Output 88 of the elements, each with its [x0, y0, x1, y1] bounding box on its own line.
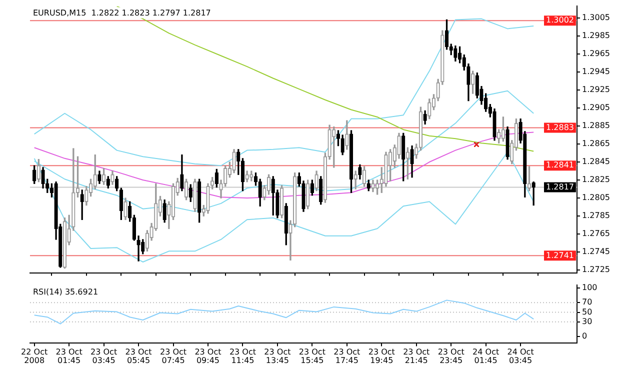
y-tick-label: 0: [582, 332, 588, 341]
candlestick: [371, 180, 375, 192]
ref-line-label: 1.2741: [546, 250, 574, 260]
y-tick-label: 1.2845: [582, 157, 610, 166]
x-tick-label: 24 Oct 01:45: [472, 347, 500, 365]
candlestick: [210, 177, 214, 190]
candlestick: [458, 46, 462, 64]
candlestick: [32, 165, 36, 184]
candlestick: [110, 170, 114, 185]
x-tick-label: 23 Oct 17:45: [334, 347, 360, 365]
y-tick-label: 50: [582, 307, 592, 316]
candlestick: [484, 93, 488, 112]
candlestick: [418, 106, 423, 151]
x-tick-label: 23 Oct 21:45: [403, 347, 430, 365]
chart-title: RSI(14) 35.6921: [33, 287, 98, 296]
x-tick-label: 24 Oct 03:45: [507, 347, 534, 365]
candlestick: [506, 126, 510, 160]
x-tick-label: 23 Oct 09:45: [194, 347, 222, 365]
candlestick: [340, 134, 344, 156]
candlestick: [384, 152, 388, 187]
y-tick-label: 1.2945: [582, 67, 610, 76]
y-tick-label: 1.2885: [582, 121, 610, 130]
y-tick-label: 30: [582, 317, 592, 326]
candlestick: [206, 183, 210, 214]
candlestick: [444, 19, 449, 50]
candlestick: [454, 46, 458, 62]
y-tick-label: 1.2865: [582, 139, 610, 148]
y-tick-label: 70: [582, 298, 592, 307]
ref-line-label: 1.2841: [546, 160, 574, 170]
y-tick-label: 1.2985: [582, 31, 610, 40]
ref-line-label: 1.3002: [546, 16, 574, 25]
y-tick-label: 1.2825: [582, 175, 610, 184]
candlestick: [80, 190, 84, 220]
candlestick: [119, 188, 123, 220]
candlestick: [440, 30, 444, 85]
y-tick-label: 1.2805: [582, 193, 610, 202]
chart-title: EURUSD,M15 1.2822 1.2823 1.2797 1.2817: [33, 8, 211, 18]
x-tick-label: 23 Oct 03:45: [90, 347, 118, 365]
candlestick: [184, 178, 188, 200]
candlestick: [492, 108, 496, 141]
candlestick: [197, 178, 202, 223]
candlestick: [497, 129, 501, 144]
candlestick: [358, 164, 362, 180]
y-tick-label: 1.2925: [582, 85, 610, 94]
y-tick-label: 1.3005: [582, 12, 610, 22]
candlestick: [302, 180, 306, 212]
candlestick: [470, 70, 475, 94]
candlestick: [423, 110, 427, 125]
x-tick-label: 23 Oct 23:45: [438, 347, 464, 365]
x-tick-label: 23 Oct 19:45: [368, 347, 395, 365]
candlestick: [193, 178, 197, 212]
x-tick-label: 23 Oct 01:45: [56, 347, 82, 365]
y-tick-label: 100: [582, 283, 598, 292]
candlestick: [106, 176, 110, 188]
y-tick-label: 1.2905: [582, 103, 610, 112]
x-tick-label: 22 Oct 2008: [21, 347, 48, 365]
x-tick-label: 23 Oct 07:45: [160, 347, 187, 365]
candlestick: [84, 186, 88, 206]
candlestick: [162, 200, 166, 223]
candlestick: [397, 132, 401, 159]
ref-line-label: 1.2883: [546, 122, 574, 132]
y-tick-label: 1.2765: [582, 229, 610, 238]
candlestick: [62, 218, 67, 269]
y-tick-label: 1.2785: [582, 211, 610, 220]
candlestick: [402, 132, 406, 182]
candlestick: [214, 168, 219, 188]
candlestick: [349, 130, 354, 193]
candlestick: [224, 165, 228, 187]
candlestick: [428, 98, 432, 120]
candlestick: [98, 170, 102, 184]
ref-line-label: 1.2817: [546, 182, 574, 192]
x-tick-label: 23 Oct 11:45: [229, 347, 256, 365]
candlestick: [232, 149, 236, 174]
x-tick-label: 23 Oct 13:45: [264, 347, 291, 365]
y-tick-label: 1.2745: [582, 247, 610, 256]
x-tick-label: 23 Oct 15:45: [298, 347, 326, 365]
candlestick: [410, 145, 414, 178]
candlestick: [475, 72, 479, 98]
candlestick: [314, 170, 318, 192]
candlestick: [466, 64, 470, 102]
candlestick: [462, 54, 466, 70]
y-tick-label: 1.2965: [582, 49, 610, 58]
candlestick: [124, 198, 128, 220]
candlestick: [41, 167, 45, 188]
candlestick: [245, 170, 249, 182]
x-tick-label: 23 Oct 05:45: [125, 347, 152, 365]
y-tick-label: 1.2725: [582, 265, 610, 274]
candlestick: [258, 178, 262, 206]
